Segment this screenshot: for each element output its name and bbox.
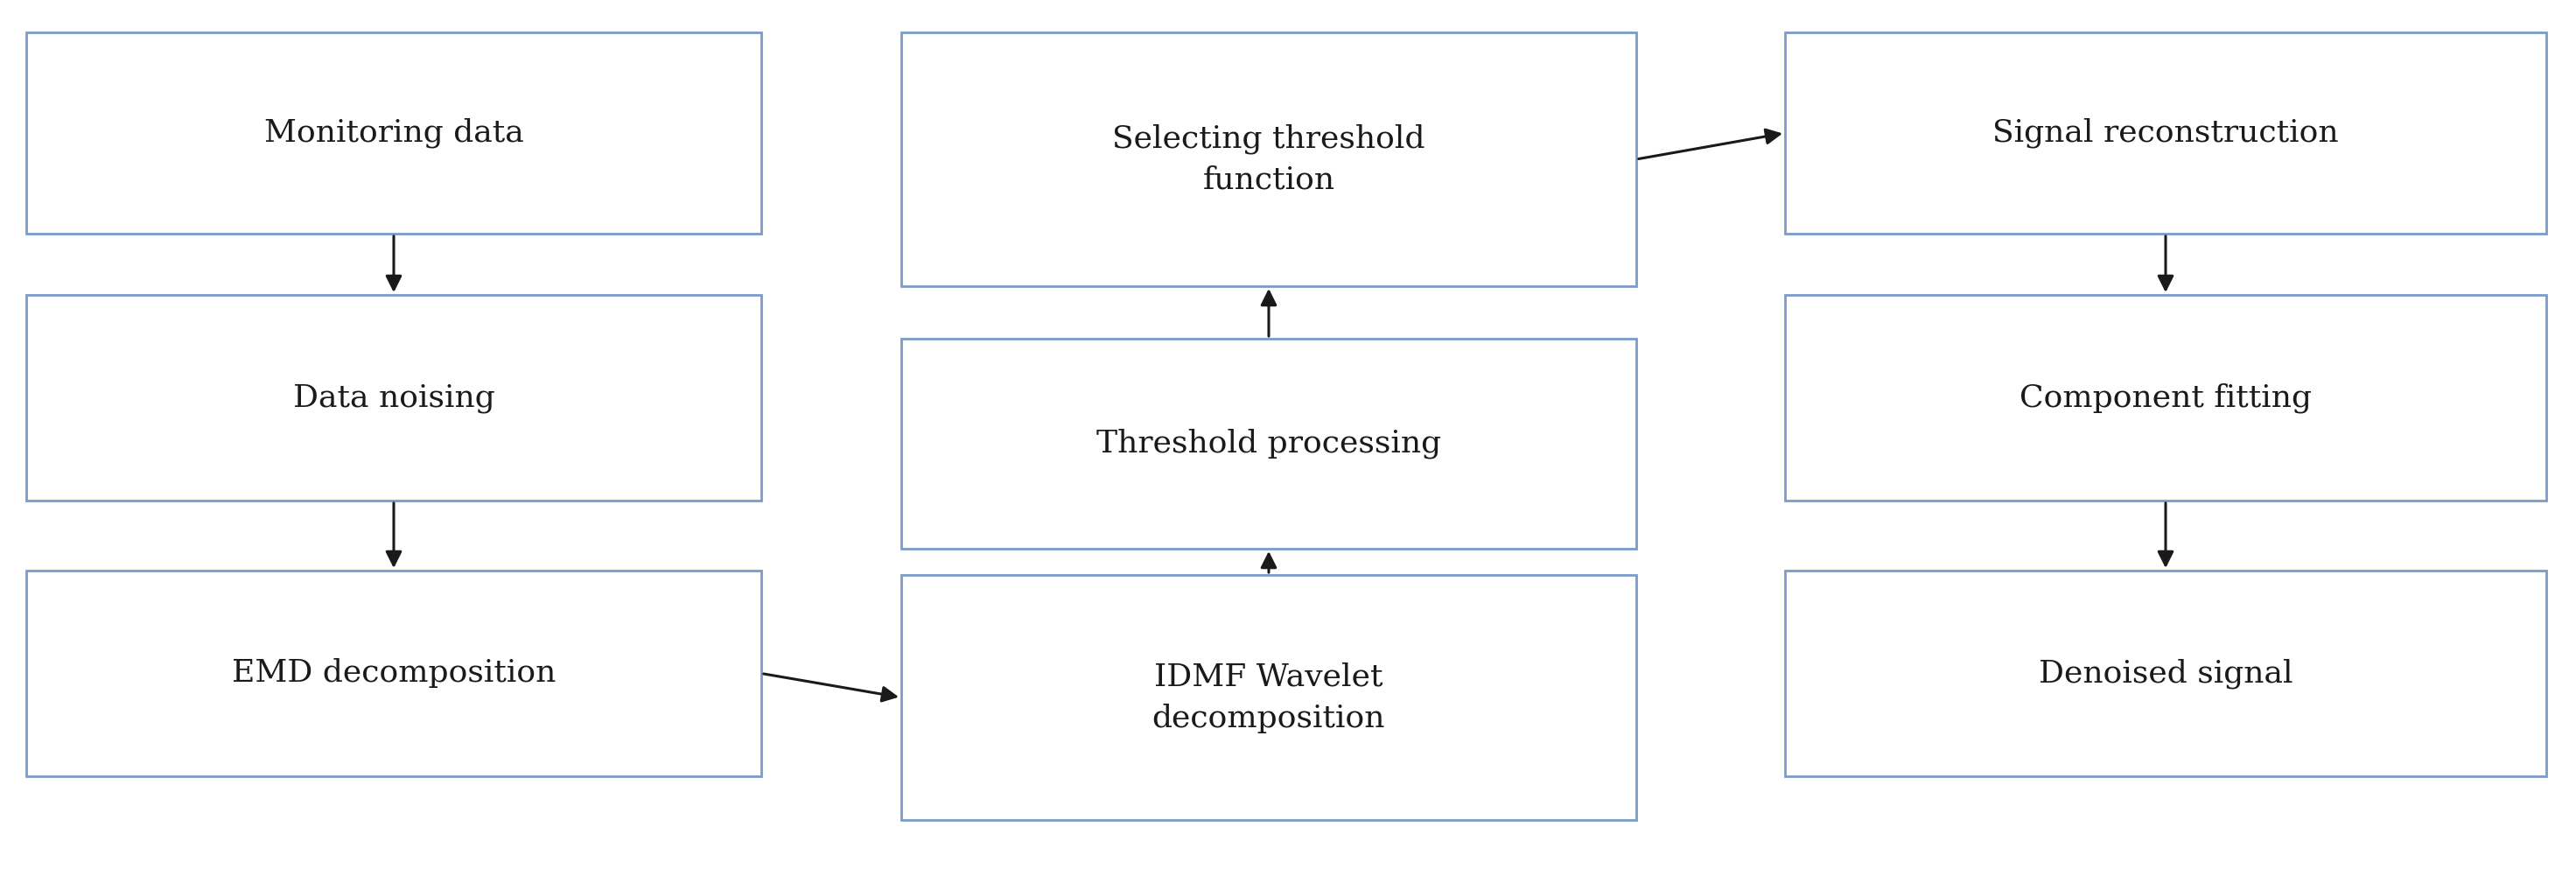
Text: Threshold processing: Threshold processing: [1097, 429, 1440, 458]
Bar: [1785, 32, 2545, 234]
Text: EMD decomposition: EMD decomposition: [232, 659, 556, 688]
Bar: [1785, 295, 2545, 500]
Text: Data noising: Data noising: [294, 383, 495, 413]
Bar: [902, 339, 1636, 549]
Text: Selecting threshold
function: Selecting threshold function: [1113, 124, 1425, 195]
Text: Signal reconstruction: Signal reconstruction: [1994, 117, 2339, 148]
Text: Monitoring data: Monitoring data: [263, 117, 523, 148]
Bar: [26, 570, 762, 776]
Text: IDMF Wavelet
decomposition: IDMF Wavelet decomposition: [1151, 662, 1386, 733]
Bar: [1785, 570, 2545, 776]
Text: Component fitting: Component fitting: [2020, 383, 2311, 413]
Bar: [902, 575, 1636, 820]
Bar: [26, 295, 762, 500]
Text: Denoised signal: Denoised signal: [2038, 659, 2293, 689]
Bar: [902, 32, 1636, 287]
Bar: [26, 32, 762, 234]
